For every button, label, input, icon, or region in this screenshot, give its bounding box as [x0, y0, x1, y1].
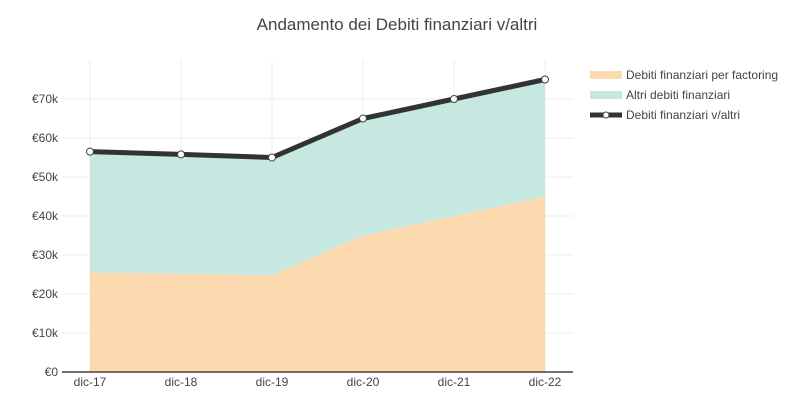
total-line-series — [86, 75, 549, 162]
legend-swatch — [590, 71, 622, 79]
total-line — [89, 77, 546, 160]
y-tick-label: €60k — [32, 131, 59, 145]
legend-marker — [602, 111, 610, 119]
total-point — [86, 147, 94, 156]
total-point — [177, 150, 185, 159]
x-tick-label: dic-20 — [347, 375, 380, 389]
y-tick-label: €50k — [32, 170, 59, 184]
x-tick-label: dic-19 — [256, 375, 289, 389]
y-tick-label: €40k — [32, 209, 59, 223]
area-altri-debiti — [90, 79, 545, 276]
x-tick-label: dic-21 — [438, 375, 471, 389]
legend-label: Altri debiti finanziari — [626, 88, 730, 102]
chart-title: Andamento dei Debiti finanziari v/altri — [257, 15, 538, 34]
y-tick-label: €20k — [32, 287, 59, 301]
legend-label: Debiti finanziari per factoring — [626, 68, 778, 82]
x-axis: dic-17 dic-18 dic-19 dic-20 dic-21 dic-22 — [62, 371, 573, 389]
legend: Debiti finanziari per factoring Altri deb… — [590, 68, 778, 122]
x-tick-label: dic-18 — [165, 375, 198, 389]
y-tick-label: €0 — [45, 365, 59, 379]
y-tick-label: €10k — [32, 326, 59, 340]
y-tick-label: €30k — [32, 248, 59, 262]
total-point — [268, 153, 276, 162]
x-tick-label: dic-17 — [74, 375, 107, 389]
total-point — [359, 114, 367, 123]
area-factoring — [90, 196, 545, 372]
legend-label: Debiti finanziari v/altri — [626, 108, 740, 122]
legend-swatch — [590, 91, 622, 99]
x-tick-label: dic-22 — [529, 375, 562, 389]
y-axis: €0 €10k €20k €30k €40k €50k €60k €70k — [32, 92, 59, 379]
total-point — [450, 95, 458, 103]
total-point — [541, 75, 549, 84]
y-tick-label: €70k — [32, 92, 59, 106]
area-series — [90, 79, 545, 372]
